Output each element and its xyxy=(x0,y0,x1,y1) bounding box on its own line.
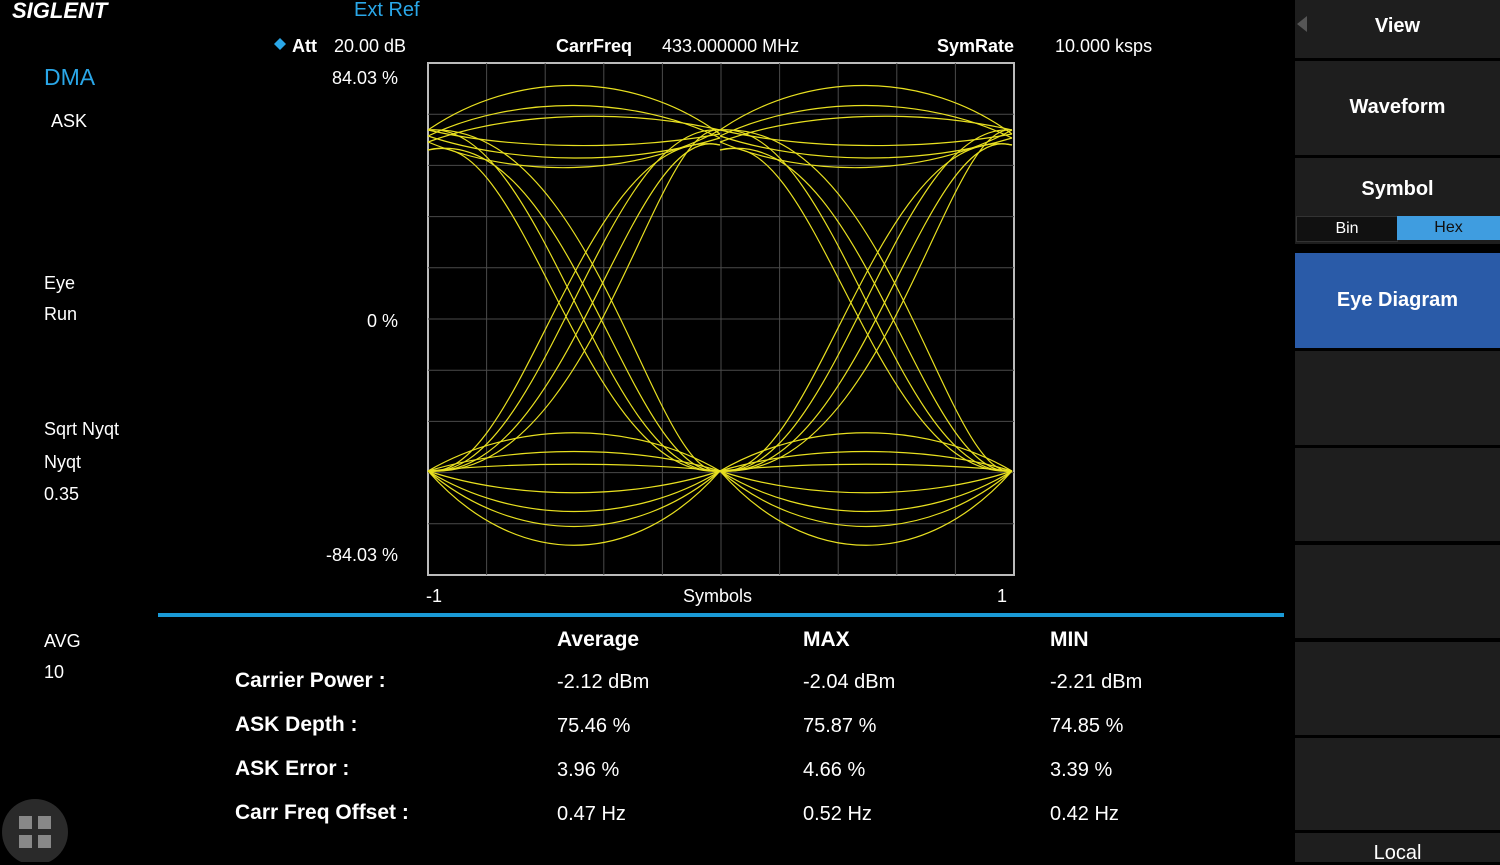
cell-value: 3.39 % xyxy=(1050,759,1113,781)
row-label: Carr Freq Offset : xyxy=(235,801,409,824)
menu-label: Symbol xyxy=(1361,178,1434,200)
att-label: Att xyxy=(292,36,317,56)
eye-trace xyxy=(427,143,721,472)
eye-trace xyxy=(719,115,1013,143)
cell-value: 4.66 % xyxy=(803,759,866,781)
eye-trace xyxy=(719,129,1013,169)
att-value: 20.00 dB xyxy=(334,36,407,56)
menu-empty xyxy=(1295,351,1500,445)
state: Run xyxy=(44,304,78,324)
eye-trace xyxy=(427,115,721,143)
column-header: Average xyxy=(557,628,640,651)
eye-trace xyxy=(719,129,1013,147)
y-bottom-label: -84.03 % xyxy=(325,545,398,565)
row-label: ASK Depth : xyxy=(235,713,358,736)
carrfreq-value: 433.000000 MHz xyxy=(662,36,800,56)
cell-value: 3.96 % xyxy=(557,759,620,781)
y-mid-label: 0 % xyxy=(366,311,398,331)
eye-trace xyxy=(719,143,1013,472)
symrate-value: 10.000 ksps xyxy=(1055,36,1153,56)
eye-trace xyxy=(427,470,721,546)
cell-value: 0.42 Hz xyxy=(1050,803,1119,825)
eye-trace xyxy=(719,84,1013,135)
eye-trace xyxy=(719,135,1013,159)
eye-trace xyxy=(719,129,1013,472)
menu-symbol[interactable]: Symbol Bin Hex xyxy=(1295,158,1500,244)
ref-filter: Nyqt xyxy=(44,452,82,472)
column-header: MIN xyxy=(1050,628,1089,651)
eye-trace xyxy=(427,470,721,494)
view: Eye xyxy=(44,273,76,293)
cell-value: 0.52 Hz xyxy=(803,803,872,825)
row-label: ASK Error : xyxy=(235,757,350,780)
eye-trace xyxy=(719,432,1013,472)
x-right-label: 1 xyxy=(997,586,1008,606)
symrate-label: SymRate xyxy=(937,36,1015,56)
avg-label: AVG xyxy=(44,631,81,651)
reference: Ext Ref xyxy=(354,0,420,21)
mode: DMA xyxy=(44,64,96,90)
x-left-label: -1 xyxy=(426,586,443,606)
footer-label: Local xyxy=(1373,842,1422,864)
menu-label: Waveform xyxy=(1349,96,1446,118)
eye-trace xyxy=(719,470,1013,494)
row-label: Carrier Power : xyxy=(235,669,386,692)
eye-trace xyxy=(427,129,721,472)
eye-trace xyxy=(427,432,721,472)
eye-trace xyxy=(719,143,1013,472)
menu-empty xyxy=(1295,642,1500,735)
eye-trace xyxy=(719,463,1013,472)
menu-empty xyxy=(1295,448,1500,541)
carrfreq-label: CarrFreq xyxy=(556,36,633,56)
eye-trace xyxy=(427,470,721,527)
att-marker xyxy=(274,38,286,50)
menu-waveform[interactable]: Waveform xyxy=(1295,61,1500,155)
menu-label: View xyxy=(1374,15,1421,37)
eye-diagram xyxy=(2,62,1284,862)
eye-trace xyxy=(427,147,721,472)
back-arrow xyxy=(1297,16,1307,32)
eye-trace xyxy=(427,147,721,472)
eye-trace xyxy=(427,129,721,169)
avg-count: 10 xyxy=(44,662,65,682)
eye-trace xyxy=(427,135,721,159)
eye-trace xyxy=(719,147,1013,472)
brand: SIGLENT xyxy=(12,0,108,23)
apps-button[interactable] xyxy=(2,799,68,862)
eye-trace xyxy=(427,143,721,472)
apps-icon xyxy=(19,816,51,848)
cell-value: 0.47 Hz xyxy=(557,803,626,825)
x-axis-title: Symbols xyxy=(683,586,753,606)
cell-value: -2.04 dBm xyxy=(803,671,896,693)
menu-empty xyxy=(1295,738,1500,830)
eye-trace xyxy=(719,470,1013,513)
menu-empty xyxy=(1295,545,1500,638)
cell-value: -2.21 dBm xyxy=(1050,671,1143,693)
eye-trace xyxy=(427,84,721,135)
eye-trace xyxy=(427,463,721,472)
alpha: 0.35 xyxy=(44,484,80,504)
column-header: MAX xyxy=(803,628,850,651)
cell-value: 75.87 % xyxy=(803,715,877,737)
eye-trace xyxy=(719,470,1013,546)
cell-value: -2.12 dBm xyxy=(557,671,650,693)
menu-view[interactable]: View xyxy=(1295,0,1500,58)
hex-option[interactable]: Hex xyxy=(1397,216,1500,240)
eye-trace xyxy=(719,147,1013,472)
bin-option[interactable]: Bin xyxy=(1296,216,1398,242)
menu-label: Eye Diagram xyxy=(1336,289,1459,311)
modulation: ASK xyxy=(51,111,88,131)
filter: Sqrt Nyqt xyxy=(44,419,120,439)
eye-trace xyxy=(719,470,1013,527)
menu-eye-diagram[interactable]: Eye Diagram xyxy=(1295,253,1500,348)
eye-trace xyxy=(427,129,721,147)
eye-trace xyxy=(427,470,721,513)
cell-value: 74.85 % xyxy=(1050,715,1124,737)
y-top-label: 84.03 % xyxy=(331,68,398,88)
cell-value: 75.46 % xyxy=(557,715,631,737)
menu-footer: Local xyxy=(1295,833,1500,864)
